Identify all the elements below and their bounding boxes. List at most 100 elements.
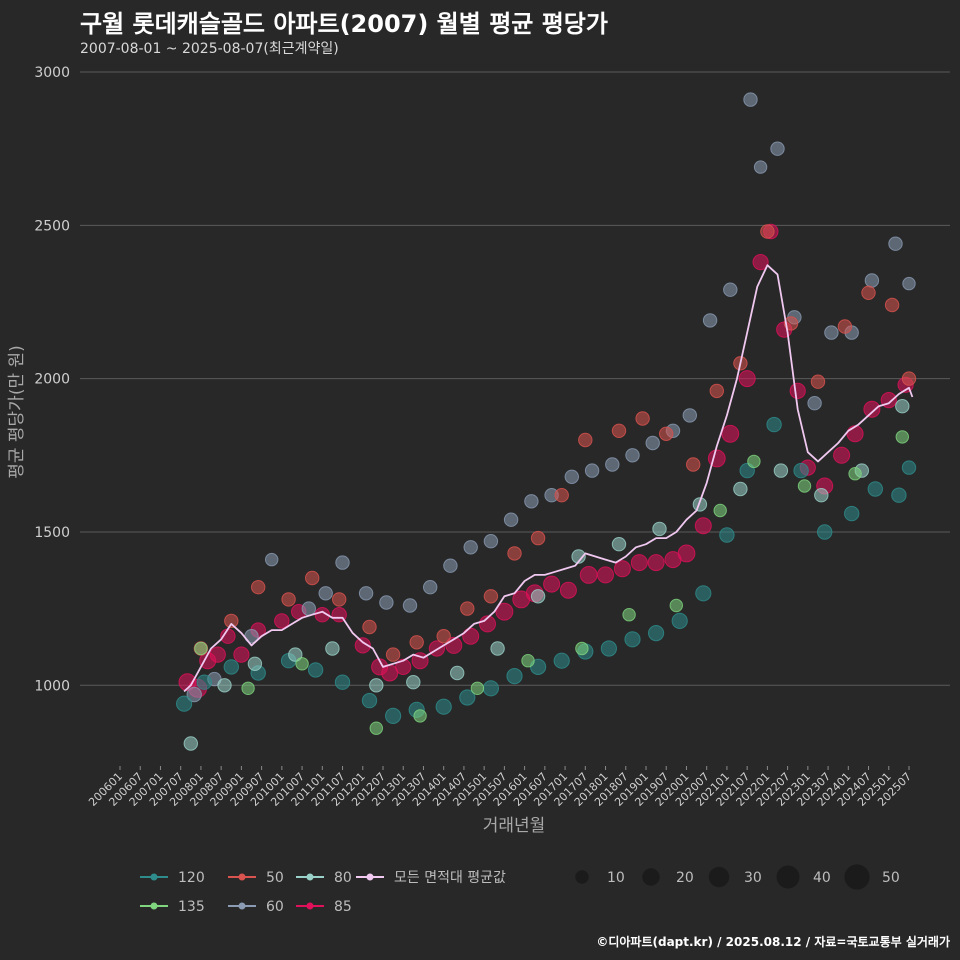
point-50 [224, 613, 239, 629]
point-60 [379, 595, 394, 610]
point-85 [694, 517, 712, 535]
point-50 [251, 580, 266, 595]
point-60 [423, 580, 438, 595]
point-60 [625, 448, 640, 463]
point-135 [747, 454, 761, 469]
average-line-path [183, 264, 914, 693]
point-60 [645, 435, 660, 451]
point-50 [635, 411, 650, 426]
point-120 [307, 662, 324, 678]
point-120 [719, 527, 735, 543]
point-120 [901, 460, 917, 475]
point-85 [479, 615, 496, 633]
point-50 [686, 457, 701, 472]
point-50 [861, 285, 876, 300]
legend-label-모든 면적대 평균값: 모든 면적대 평균값 [394, 870, 506, 886]
chart-title: 구월 롯데캐슬골드 아파트(2007) 월별 평균 평당가 [80, 10, 608, 38]
point-50 [554, 488, 569, 503]
point-85 [613, 560, 631, 578]
chart-subtitle: 2007-08-01 ~ 2025-08-07(최근계약일) [80, 41, 339, 57]
point-80 [490, 641, 505, 656]
point-120 [385, 707, 402, 725]
point-120 [459, 689, 476, 706]
point-60 [824, 325, 839, 340]
point-120 [695, 585, 712, 602]
point-80 [325, 641, 340, 656]
point-50 [483, 589, 499, 604]
point-60 [770, 141, 785, 156]
point-120 [671, 612, 688, 630]
legend-label-120: 120 [178, 870, 205, 886]
point-50 [611, 423, 627, 438]
bubble-points [176, 92, 917, 751]
point-135 [848, 467, 862, 481]
point-50 [281, 592, 296, 607]
legend-dot-85 [306, 902, 314, 910]
point-60 [753, 160, 768, 174]
point-135 [622, 608, 636, 622]
point-60 [524, 494, 539, 509]
legend-size-50 [844, 864, 870, 890]
average-line [183, 264, 914, 693]
grid-lines [80, 71, 950, 686]
point-50 [385, 647, 401, 662]
point-50 [332, 592, 347, 607]
point-60 [702, 313, 718, 328]
point-80 [571, 549, 586, 564]
point-60 [902, 276, 916, 291]
legend-label-135: 135 [178, 899, 205, 915]
point-60 [723, 282, 738, 297]
y-tick-1500: 1500 [34, 525, 70, 541]
point-60 [318, 586, 333, 601]
point-50 [436, 629, 451, 644]
point-135 [369, 721, 383, 735]
point-120 [176, 695, 193, 712]
point-50 [409, 635, 424, 650]
point-120 [891, 487, 907, 503]
point-120 [435, 698, 452, 715]
point-120 [334, 674, 351, 690]
point-120 [817, 524, 833, 540]
point-80 [652, 521, 667, 537]
point-60 [335, 555, 350, 570]
point-85 [233, 646, 250, 663]
point-135 [470, 681, 485, 695]
x-tick-labels: 2006012006072007012007072008012008072009… [86, 766, 914, 809]
point-85 [462, 627, 480, 645]
point-80 [611, 537, 627, 552]
point-135 [895, 430, 909, 444]
point-135 [669, 598, 683, 613]
y-axis-label: 평균 평당가(만 원) [7, 345, 27, 479]
point-85 [647, 554, 665, 572]
point-60 [503, 512, 519, 527]
point-80 [814, 488, 829, 503]
legend-label-80: 80 [334, 870, 352, 886]
point-50 [578, 432, 593, 448]
point-85 [597, 566, 614, 584]
point-120 [766, 416, 782, 433]
point-120 [361, 692, 378, 709]
point-50 [460, 601, 475, 616]
point-80 [406, 675, 421, 690]
legend-label-60: 60 [266, 899, 284, 915]
point-50 [837, 319, 853, 334]
legend-dot-모든 면적대 평균값 [366, 873, 374, 881]
point-60 [743, 92, 758, 107]
point-85 [274, 613, 290, 629]
legend-dot-60 [238, 902, 246, 910]
point-85 [721, 424, 740, 443]
point-135 [295, 657, 309, 671]
legend-size-30 [708, 866, 730, 888]
point-50 [884, 297, 900, 313]
point-80 [288, 647, 303, 662]
point-85 [209, 646, 226, 663]
point-50 [659, 426, 674, 441]
point-120 [867, 481, 883, 497]
point-85 [630, 554, 648, 572]
point-60 [605, 457, 620, 472]
point-60 [443, 558, 458, 573]
point-60 [186, 686, 202, 703]
legend-dot-120 [150, 873, 158, 881]
legend-dot-50 [238, 873, 246, 881]
point-85 [495, 602, 514, 621]
